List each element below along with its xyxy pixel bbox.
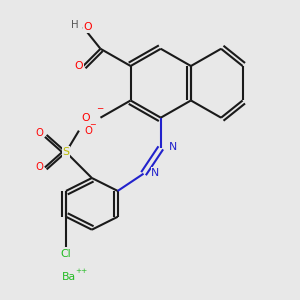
Text: −: − bbox=[89, 120, 96, 129]
Text: N: N bbox=[151, 168, 160, 178]
Text: Cl: Cl bbox=[61, 249, 71, 259]
Text: Ba: Ba bbox=[62, 272, 76, 282]
Text: ++: ++ bbox=[76, 268, 88, 274]
Text: H: H bbox=[71, 20, 78, 30]
Text: S: S bbox=[62, 147, 70, 157]
Text: O: O bbox=[35, 162, 44, 172]
Text: O: O bbox=[84, 126, 92, 136]
Text: O: O bbox=[84, 22, 92, 32]
Text: O: O bbox=[35, 128, 44, 138]
Text: −: − bbox=[96, 103, 103, 112]
Text: O: O bbox=[81, 113, 90, 123]
Text: O: O bbox=[75, 61, 83, 71]
Text: N: N bbox=[169, 142, 177, 152]
